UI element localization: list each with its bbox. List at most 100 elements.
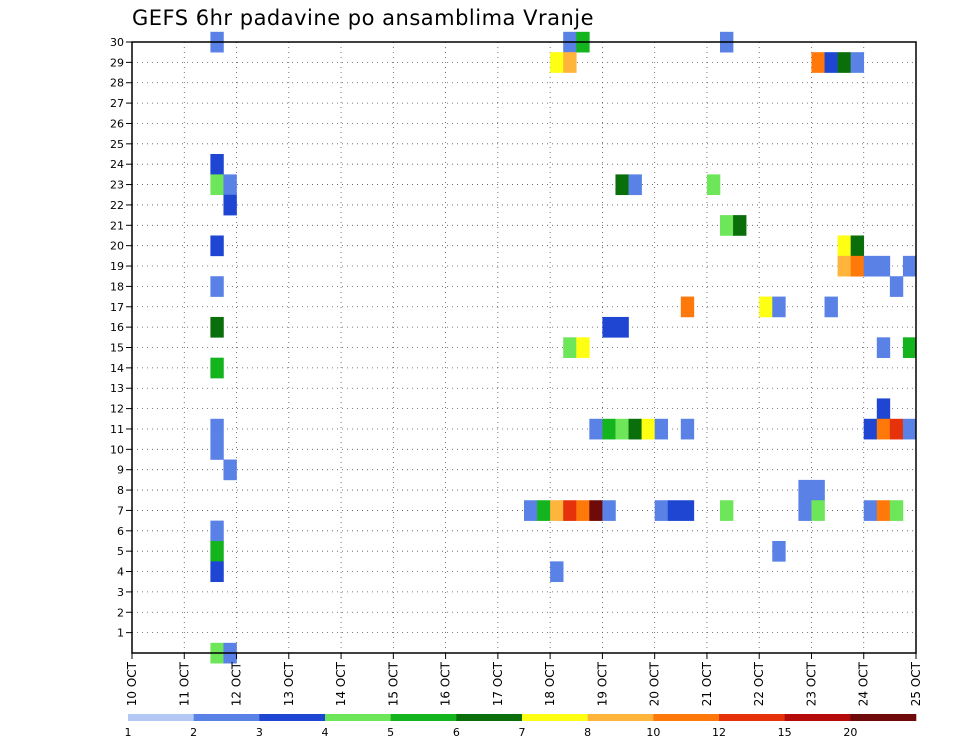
heatmap-cell	[223, 459, 237, 481]
heatmap-cell	[889, 276, 904, 297]
colorbar-label: 7	[519, 726, 526, 739]
heatmap-cell	[798, 479, 812, 501]
colorbar-label: 1	[125, 726, 132, 739]
y-tick-label: 30	[110, 36, 124, 49]
y-tick-label: 22	[110, 199, 124, 212]
y-tick-label: 3	[117, 586, 124, 599]
heatmap-cell	[667, 500, 682, 521]
colorbar-segment	[193, 714, 260, 721]
heatmap-cell	[563, 337, 577, 358]
y-tick-label: 11	[110, 423, 124, 436]
heatmap-cell	[811, 52, 825, 73]
heatmap-cell	[654, 418, 669, 440]
y-tick-label: 12	[110, 403, 124, 416]
y-tick-label: 23	[110, 179, 124, 192]
heatmap-cell	[772, 296, 786, 318]
heatmap-cell	[210, 174, 224, 196]
y-tick-label: 15	[110, 342, 124, 355]
x-tick-label: 16 OCT	[439, 661, 453, 706]
heatmap-cell	[537, 500, 551, 521]
heatmap-cell	[615, 418, 629, 440]
x-tick-label: 22 OCT	[752, 661, 766, 706]
colorbar-segment	[259, 714, 326, 721]
heatmap-cell	[759, 296, 773, 318]
heatmap-cell	[837, 255, 851, 277]
colorbar-segment	[719, 714, 785, 721]
heatmap-cell	[210, 154, 224, 175]
colorbar-label: 4	[322, 726, 329, 739]
heatmap-cell	[720, 500, 734, 521]
heatmap-cell	[223, 194, 237, 216]
heatmap-cell	[210, 520, 224, 542]
heatmap-cell	[210, 235, 224, 257]
colorbar-label: 6	[453, 726, 460, 739]
heatmap-cell	[210, 418, 224, 440]
colorbar-label: 20	[843, 726, 857, 739]
x-tick-label: 12 OCT	[230, 661, 244, 706]
heatmap-cell	[720, 215, 734, 236]
y-tick-label: 6	[117, 525, 124, 538]
heatmap-cell	[589, 418, 603, 440]
y-tick-label: 18	[110, 280, 124, 293]
heatmap-cell	[550, 500, 564, 521]
heatmap-cell	[837, 52, 851, 73]
x-tick-label: 10 OCT	[125, 661, 139, 706]
colorbar-label: 5	[387, 726, 394, 739]
heatmap-cell	[824, 52, 838, 73]
x-tick-label: 24 OCT	[857, 661, 871, 706]
colorbar-segment	[522, 714, 588, 721]
heatmap-cell	[889, 418, 904, 440]
colorbar-label: 15	[778, 726, 792, 739]
heatmap-cell	[863, 500, 878, 521]
heatmap-cell	[850, 235, 865, 257]
y-tick-label: 1	[117, 627, 124, 640]
x-tick-label: 14 OCT	[334, 661, 348, 706]
heatmap-cell	[876, 398, 891, 420]
y-tick-label: 28	[110, 77, 124, 90]
y-tick-label: 19	[110, 260, 124, 273]
y-tick-label: 10	[110, 443, 124, 456]
heatmap-cell	[563, 500, 577, 521]
heatmap-cell	[589, 500, 603, 521]
y-tick-label: 24	[110, 158, 124, 171]
x-axis: 10 OCT 11 OCT 12 OCT 13 OCT 14 OCT 15 OCT 16 O…	[125, 653, 923, 706]
heatmap-cell	[576, 500, 590, 521]
heatmap-cell	[733, 215, 747, 236]
heatmap-cell	[602, 418, 616, 440]
y-tick-label: 14	[110, 362, 124, 375]
chart-title: GEFS 6hr padavine po ansamblima Vranje	[132, 6, 595, 30]
heatmap-cell	[602, 500, 616, 521]
heatmap-cell	[680, 500, 695, 521]
heatmap-cell	[837, 235, 851, 257]
x-tick-label: 17 OCT	[491, 661, 505, 706]
heatmap-cell	[563, 52, 577, 73]
heatmap-cell	[628, 418, 642, 440]
heatmap-cell	[850, 255, 865, 277]
heatmap-cell	[210, 439, 224, 460]
heatmap-cell	[863, 418, 878, 440]
heatmap-cell	[811, 500, 825, 521]
y-tick-label: 17	[110, 301, 124, 314]
heatmap-cell	[876, 418, 891, 440]
x-tick-label: 18 OCT	[543, 661, 557, 706]
heatmap-cell	[210, 316, 224, 338]
colorbar-label: 8	[584, 726, 591, 739]
heatmap-cell	[576, 337, 590, 358]
heatmap-cell	[210, 357, 224, 379]
heatmap-cell	[680, 418, 695, 440]
heatmap-cell	[628, 174, 642, 196]
colorbar-segment	[587, 714, 654, 721]
heatmap-cell	[876, 337, 891, 358]
y-tick-label: 20	[110, 240, 124, 253]
x-tick-label: 13 OCT	[282, 661, 296, 706]
colorbar-segment	[850, 714, 917, 721]
heatmap-cell	[902, 255, 917, 277]
y-tick-label: 26	[110, 117, 124, 130]
colorbar-segment	[325, 714, 391, 721]
x-tick-label: 11 OCT	[177, 661, 191, 706]
y-axis: 1234567891011121314151617181920212223242…	[110, 36, 132, 640]
heatmap-cell	[850, 52, 865, 73]
colorbar-label: 3	[256, 726, 263, 739]
heatmap-cell	[863, 255, 878, 277]
